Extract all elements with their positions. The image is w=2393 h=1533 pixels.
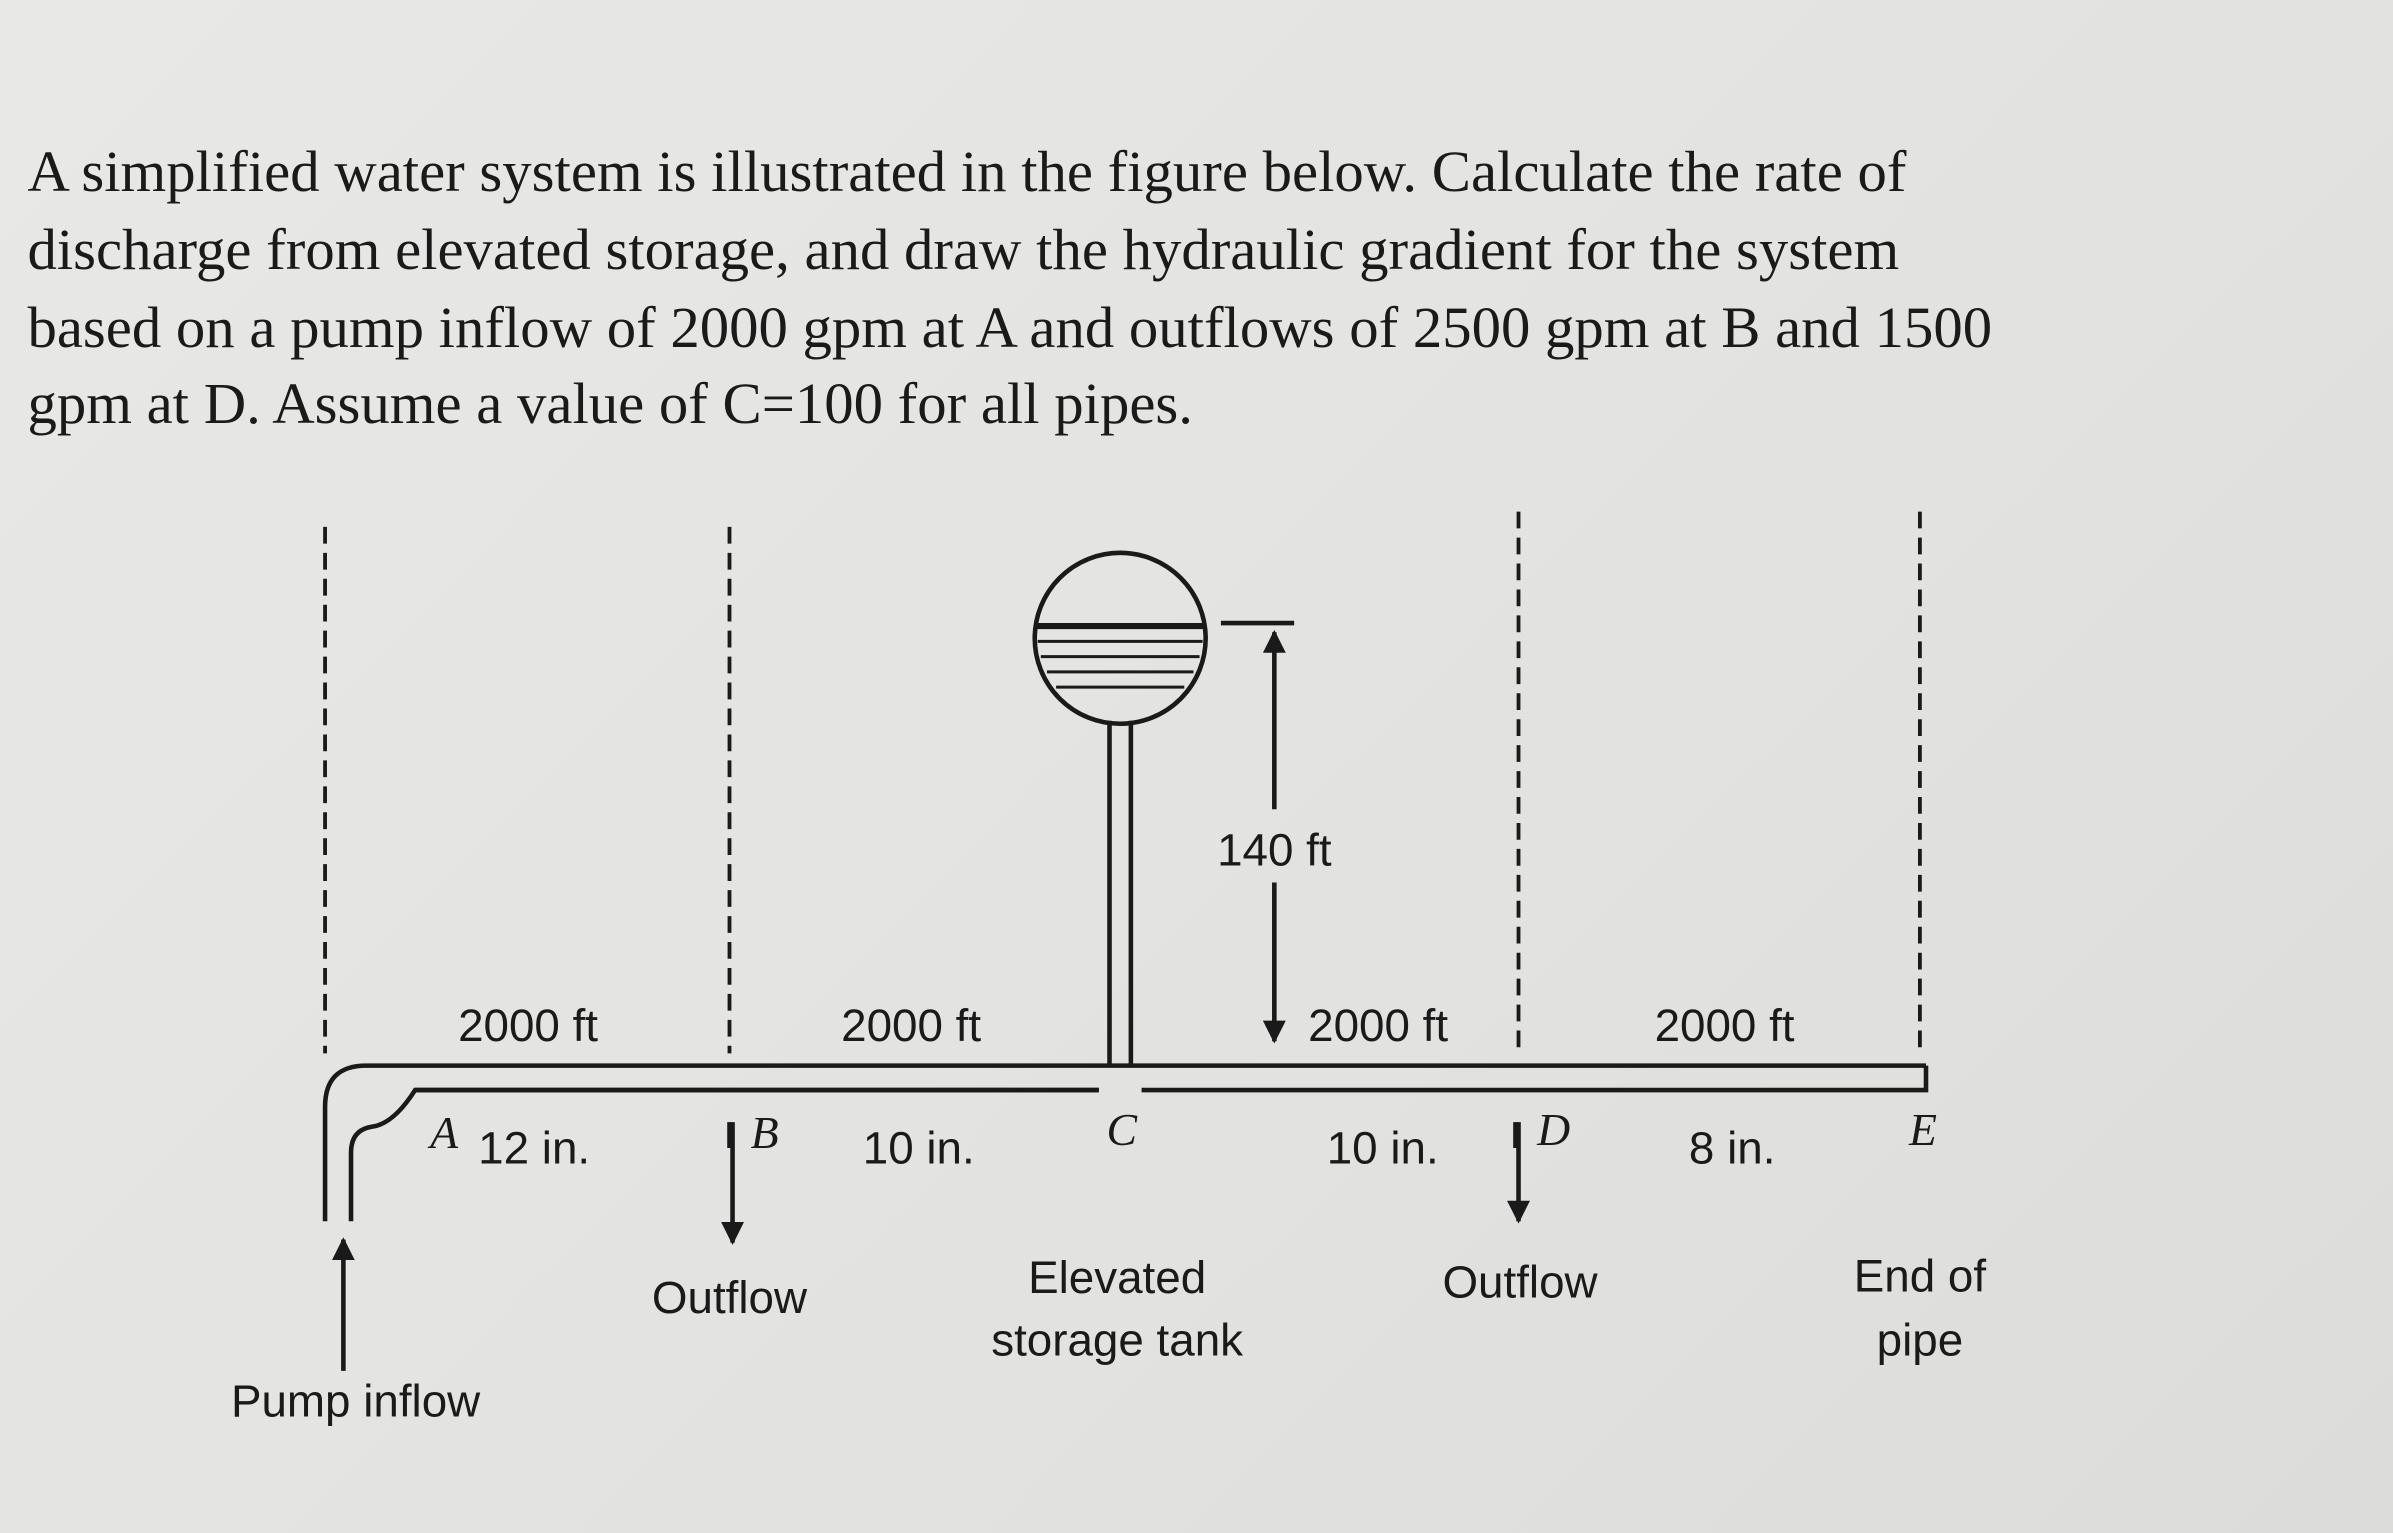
tank [1032, 550, 1208, 727]
end-label: End of [1854, 1250, 1987, 1301]
end-label: pipe [1877, 1315, 1964, 1366]
tank-label: Elevated [1028, 1252, 1206, 1303]
node-label: A [427, 1107, 459, 1158]
pipe-diameter: 8 in. [1689, 1122, 1776, 1173]
question-line: gpm at D. Assume a value of C=100 for al… [27, 371, 1193, 436]
pump-label: Pump inflow [231, 1376, 481, 1427]
diagram: 2000 ft 2000 ft 2000 ft 2000 ft 12 in. 1… [231, 511, 1987, 1427]
question-line: A simplified water system is illustrated… [27, 139, 1906, 204]
tank-stem [1107, 720, 1134, 1066]
height-label: 140 ft [1217, 825, 1332, 876]
pipe-length: 2000 ft [458, 1000, 598, 1051]
pipe-length: 2000 ft [1308, 1000, 1448, 1051]
question-line: based on a pump inflow of 2000 gpm at A … [27, 295, 1992, 360]
node-label: D [1536, 1104, 1570, 1155]
node-label: E [1908, 1104, 1937, 1155]
pipe-diameter: 12 in. [478, 1122, 590, 1173]
tank-water [1036, 623, 1205, 689]
node-tick [727, 1122, 1518, 1149]
outflow-label: Outflow [652, 1272, 808, 1323]
pipe-outer [322, 1063, 1926, 1222]
outflow-label: Outflow [1442, 1257, 1598, 1308]
question-line: discharge from elevated storage, and dra… [27, 217, 1899, 282]
pipe-inner [348, 1065, 1929, 1222]
pipe-diameter: 10 in. [863, 1122, 975, 1173]
pipe-length: 2000 ft [1655, 1000, 1795, 1051]
pipe-length: 2000 ft [841, 1000, 981, 1051]
tank-label: storage tank [991, 1315, 1243, 1366]
node-label: C [1106, 1104, 1137, 1155]
pipe-diameter: 10 in. [1327, 1122, 1439, 1173]
question: A simplified water system is illustrated… [27, 139, 1992, 436]
node-label: B [751, 1107, 779, 1158]
